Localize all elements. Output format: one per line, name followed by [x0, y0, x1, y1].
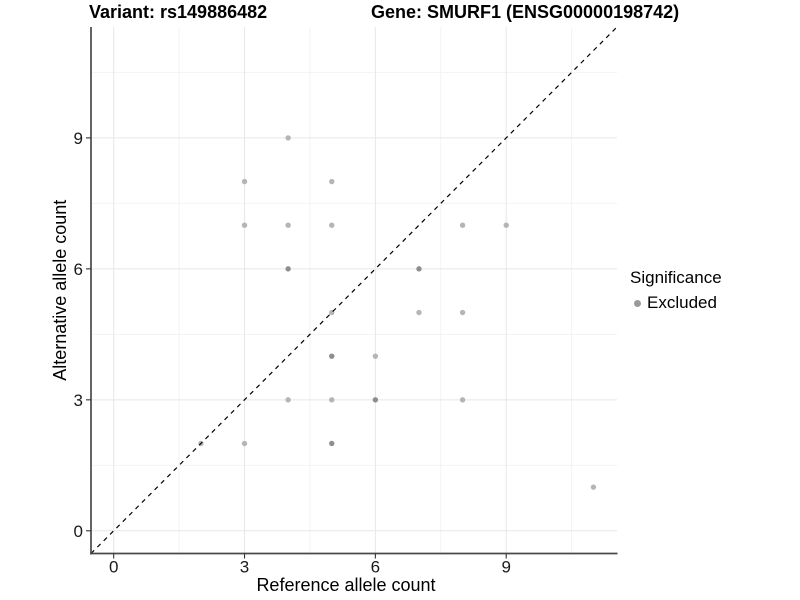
- data-point: [329, 178, 335, 185]
- x-tick-label: 9: [501, 558, 510, 577]
- y-tick-label: 3: [74, 391, 83, 410]
- data-point: [241, 440, 248, 447]
- data-point: [329, 222, 335, 228]
- y-tick-label: 6: [74, 260, 83, 279]
- data-point: [241, 178, 248, 185]
- data-point: [372, 397, 379, 403]
- x-tick-label: 3: [240, 558, 249, 577]
- x-tick-label: 0: [109, 558, 118, 577]
- data-point: [372, 353, 379, 359]
- legend-title: Significance: [630, 268, 722, 287]
- data-point: [329, 353, 335, 359]
- data-point: [416, 266, 422, 272]
- data-point: [459, 397, 466, 403]
- data-point: [329, 397, 335, 403]
- y-tick-label: 9: [74, 129, 83, 148]
- x-tick-label: 6: [371, 558, 380, 577]
- data-point: [285, 266, 291, 272]
- data-point: [459, 222, 466, 228]
- data-point: [285, 222, 291, 228]
- data-point: [416, 309, 422, 316]
- y-axis-title: Alternative allele count: [50, 200, 70, 381]
- data-point: [241, 222, 248, 228]
- y-tick-label: 0: [74, 522, 83, 541]
- data-point: [459, 309, 466, 316]
- plot-title-gene: Gene: SMURF1 (ENSG00000198742): [371, 2, 680, 22]
- data-point: [285, 135, 291, 141]
- data-point: [329, 440, 335, 447]
- data-point: [503, 222, 509, 228]
- x-axis-title: Reference allele count: [256, 575, 435, 595]
- legend-item-label: Excluded: [647, 293, 717, 313]
- legend-item-excluded: Excluded: [634, 293, 722, 313]
- identity-reference-line: [90, 26, 618, 554]
- legend: Significance Excluded: [630, 268, 722, 313]
- plot-title-variant: Variant: rs149886482: [89, 2, 268, 22]
- data-point: [590, 484, 597, 490]
- legend-point-icon: [634, 299, 641, 307]
- data-point: [285, 397, 291, 403]
